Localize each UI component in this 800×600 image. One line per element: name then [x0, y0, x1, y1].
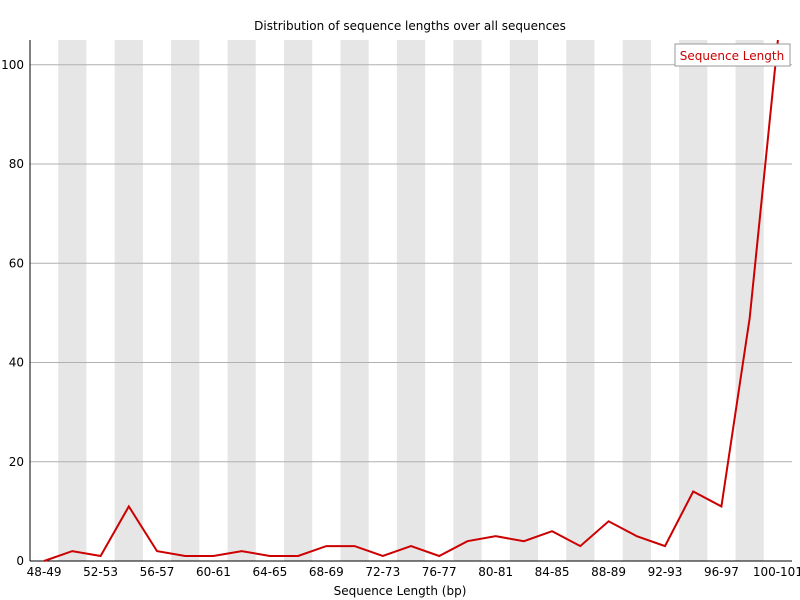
- legend: Sequence Length: [674, 43, 791, 67]
- x-tick-label: 76-77: [422, 565, 457, 579]
- data-point: [382, 555, 384, 557]
- background-band: [735, 40, 764, 561]
- data-point: [212, 555, 214, 557]
- data-point: [325, 545, 327, 547]
- y-tick-label: 80: [9, 157, 24, 171]
- background-band: [114, 40, 143, 561]
- data-point: [720, 505, 722, 507]
- legend-box: [674, 43, 791, 67]
- data-point: [692, 491, 694, 493]
- data-point: [579, 545, 581, 547]
- data-point: [71, 550, 73, 552]
- data-point: [156, 550, 158, 552]
- background-band: [453, 40, 482, 561]
- data-point: [495, 535, 497, 537]
- data-point: [43, 560, 45, 562]
- data-point: [608, 520, 610, 522]
- x-tick-label: 100-101: [753, 565, 800, 579]
- data-point: [523, 540, 525, 542]
- x-tick-label: 80-81: [478, 565, 513, 579]
- x-tick-label: 64-65: [252, 565, 287, 579]
- data-point: [100, 555, 102, 557]
- x-tick-label: 88-89: [591, 565, 626, 579]
- data-point: [636, 535, 638, 537]
- data-point: [128, 505, 130, 507]
- y-tick-labels: 0 20 40 60 80 100: [1, 58, 24, 568]
- x-axis-label: Sequence Length (bp): [334, 584, 467, 598]
- x-tick-label: 92-93: [648, 565, 683, 579]
- data-point: [297, 555, 299, 557]
- background-band: [58, 40, 87, 561]
- chart-title: Distribution of sequence lengths over al…: [254, 19, 566, 33]
- background-bands: [58, 40, 764, 561]
- data-point: [410, 545, 412, 547]
- y-tick-label: 100: [1, 58, 24, 72]
- data-point: [269, 555, 271, 557]
- y-tick-label: 0: [16, 554, 24, 568]
- data-point: [749, 317, 751, 319]
- background-band: [509, 40, 538, 561]
- data-point: [466, 540, 468, 542]
- y-tick-label: 40: [9, 356, 24, 370]
- y-tick-label: 20: [9, 455, 24, 469]
- x-tick-label: 52-53: [83, 565, 118, 579]
- background-band: [227, 40, 256, 561]
- y-tick-label: 60: [9, 256, 24, 270]
- legend-item-sequence-length: Sequence Length: [680, 49, 784, 63]
- series-layer: [43, 39, 779, 562]
- x-tick-label: 72-73: [365, 565, 400, 579]
- data-point: [354, 545, 356, 547]
- axes: [29, 40, 792, 562]
- background-band: [171, 40, 200, 561]
- x-tick-label: 56-57: [140, 565, 175, 579]
- data-point: [241, 550, 243, 552]
- data-point: [777, 39, 779, 41]
- background-band: [622, 40, 651, 561]
- x-tick-label: 84-85: [535, 565, 570, 579]
- background-band: [284, 40, 313, 561]
- data-point: [184, 555, 186, 557]
- background-band: [340, 40, 369, 561]
- background-band: [566, 40, 595, 561]
- x-tick-label: 96-97: [704, 565, 739, 579]
- data-point: [551, 530, 553, 532]
- x-tick-label: 48-49: [27, 565, 62, 579]
- data-point: [664, 545, 666, 547]
- background-band: [396, 40, 426, 561]
- series-line-sequence-length: [43, 39, 779, 562]
- background-band: [679, 40, 708, 561]
- x-tick-label: 60-61: [196, 565, 231, 579]
- gridlines: [30, 64, 792, 463]
- x-tick-labels: 48-49 52-53 56-57 60-61 64-65 68-69 72-73 76-77…: [27, 565, 800, 579]
- x-tick-label: 68-69: [309, 565, 344, 579]
- data-point: [438, 555, 440, 557]
